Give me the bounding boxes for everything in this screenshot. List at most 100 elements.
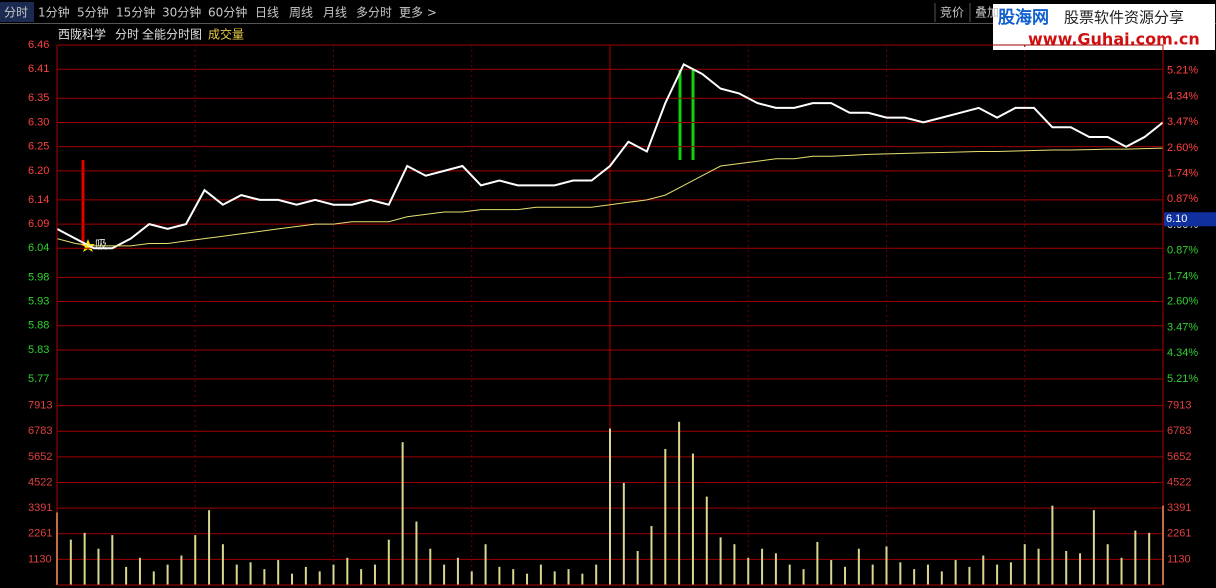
volume-bar — [1148, 532, 1151, 585]
volume-bar — [871, 564, 874, 585]
volume-bar — [526, 573, 529, 585]
volume-bar — [1037, 548, 1040, 585]
volume-bar — [208, 510, 211, 585]
volume-bar — [982, 555, 985, 585]
toolbar-button[interactable]: 竞价 — [940, 6, 964, 20]
volume-bar — [940, 571, 943, 585]
tab[interactable]: 更多 > — [399, 6, 437, 20]
y2-tick-label: 3.47% — [1167, 116, 1198, 128]
volume-bar — [1106, 544, 1109, 585]
volume-bar — [885, 546, 888, 585]
volume-bar — [816, 541, 819, 585]
volume-bar — [263, 569, 266, 585]
series-line — [56, 147, 1164, 247]
volume-bar — [69, 539, 72, 585]
volume-bar — [456, 557, 459, 585]
volume-bar — [166, 564, 169, 585]
volume-bar — [291, 573, 294, 585]
y-tick-label: 6.30 — [28, 116, 49, 128]
tab[interactable]: 日线 — [255, 6, 279, 20]
volume-bar — [830, 560, 833, 585]
volume-bar — [1092, 510, 1095, 585]
volume-bar — [180, 555, 183, 585]
volume-bar — [1120, 557, 1123, 585]
volume-bar — [97, 548, 100, 585]
y-tick-label: 4522 — [28, 476, 52, 488]
y-tick-label: 2261 — [28, 528, 52, 540]
volume-bar — [1051, 505, 1054, 585]
tab[interactable]: 15分钟 — [116, 5, 155, 20]
y-tick-label: 6.14 — [28, 194, 49, 206]
y2-tick-label: 1.74% — [1167, 167, 1198, 179]
y2-tick-label: 1130 — [1167, 553, 1191, 565]
y2-tick-label: 2.60% — [1167, 296, 1198, 308]
volume-bar — [968, 566, 971, 585]
volume-bar — [802, 569, 805, 585]
tab[interactable]: 30分钟 — [162, 5, 201, 20]
y2-tick-label: 4522 — [1167, 476, 1191, 488]
volume-bar — [318, 571, 321, 585]
volume-bar — [401, 442, 404, 585]
y-tick-label: 1130 — [28, 553, 52, 565]
y2-tick-label: 6783 — [1167, 425, 1191, 437]
volume-bar — [429, 548, 432, 585]
y2-tick-label: 4.34% — [1167, 90, 1198, 102]
y-tick-label: 6783 — [28, 425, 52, 437]
volume-bar — [346, 557, 349, 585]
tab[interactable]: 周线 — [289, 6, 313, 20]
volume-bar — [609, 428, 611, 585]
volume-bar — [277, 560, 280, 585]
volume-bar — [125, 566, 128, 585]
volume-bar — [152, 571, 155, 585]
tab[interactable]: 60分钟 — [208, 5, 247, 20]
y-tick-label: 6.09 — [28, 218, 49, 230]
volume-bar — [595, 564, 598, 585]
tab[interactable]: 多分时 — [356, 6, 392, 20]
y2-tick-label: 5.21% — [1167, 65, 1198, 77]
y-tick-label: 6.25 — [28, 141, 49, 153]
volume-bar — [443, 564, 446, 585]
volume-bar — [636, 550, 639, 585]
volume-bar — [664, 448, 667, 585]
y-tick-label: 6.04 — [28, 242, 49, 254]
y2-tick-label: 5652 — [1167, 451, 1191, 463]
tab[interactable]: 月线 — [323, 6, 347, 20]
tab[interactable]: 5分钟 — [77, 5, 109, 20]
volume-bar — [332, 564, 335, 585]
y-tick-label: 5.83 — [28, 344, 49, 356]
watermark-slogan: 股票软件资源分享 — [1064, 9, 1184, 27]
volume-bar — [913, 569, 916, 585]
volume-bar — [581, 573, 584, 585]
y-tick-label: 3391 — [28, 502, 52, 514]
volume-bar — [111, 535, 114, 585]
y-tick-label: 5.93 — [28, 295, 49, 307]
y-tick-label: 6.46 — [28, 39, 49, 51]
volume-bar — [650, 526, 653, 585]
volume-bar — [498, 566, 501, 585]
volume-bar — [249, 562, 252, 585]
volume-bar — [678, 421, 681, 585]
tab[interactable]: 1分钟 — [38, 5, 70, 20]
price-marker-box — [1164, 212, 1216, 227]
tab[interactable]: 分时 — [4, 6, 28, 20]
volume-bar — [622, 482, 625, 585]
y-tick-label: 6.20 — [28, 165, 49, 177]
y-tick-label: 5652 — [28, 451, 52, 463]
series-line — [56, 63, 1164, 250]
annotation: 吸 — [95, 238, 107, 252]
volume-bar — [415, 521, 418, 585]
volume-bar — [539, 564, 542, 585]
volume-bar — [954, 560, 957, 585]
y2-tick-label: 7913 — [1167, 400, 1191, 412]
volume-bar — [221, 544, 224, 585]
volume-bar — [857, 548, 860, 585]
watermark-url: www.Guhai.com.cn — [1028, 30, 1200, 49]
volume-bar — [484, 544, 487, 585]
volume-bar — [788, 564, 791, 585]
y2-tick-label: 5.21% — [1167, 373, 1198, 385]
toolbar-button[interactable]: 叠加 — [975, 6, 999, 20]
volume-bar — [719, 537, 722, 585]
volume-bar — [470, 571, 473, 585]
